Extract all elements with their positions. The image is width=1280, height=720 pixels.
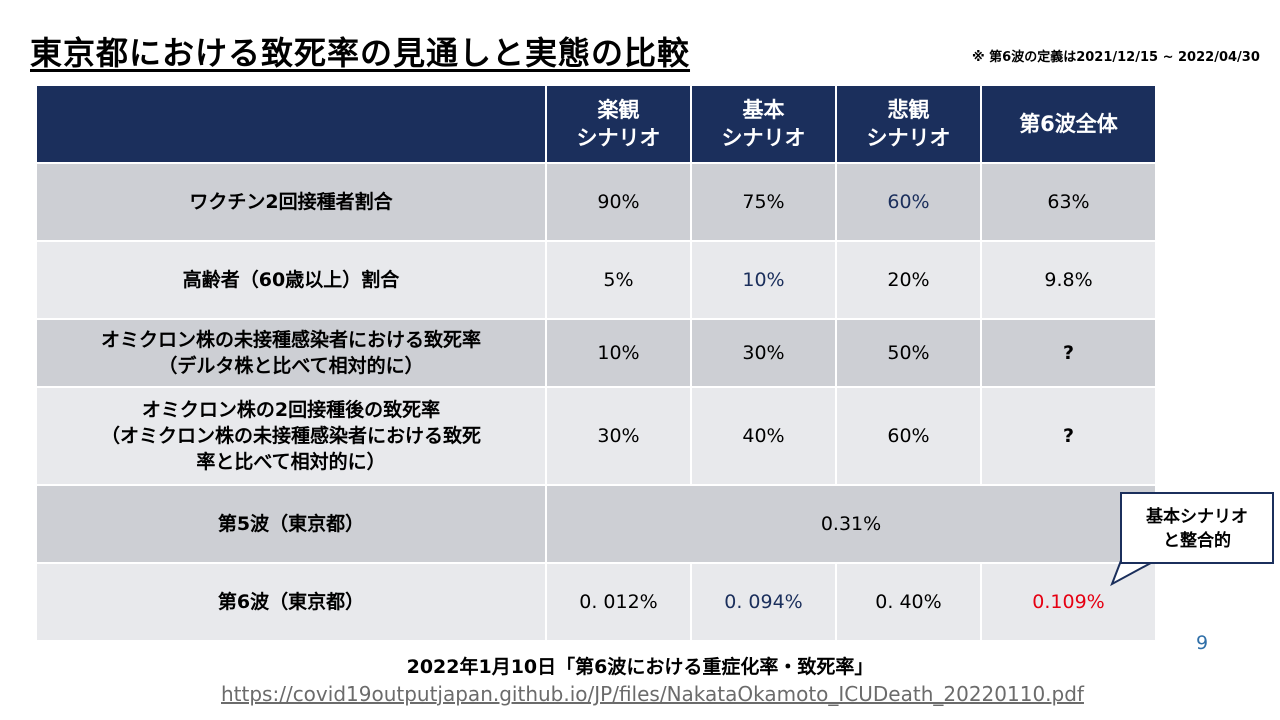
table-row: ワクチン2回接種者割合 90% 75% 60% 63% — [37, 163, 1155, 242]
cell-base: 40% — [691, 387, 837, 486]
page-number: 9 — [1196, 632, 1209, 654]
row-label: 第5波（東京都） — [37, 485, 547, 564]
cell-optimistic: 10% — [546, 319, 692, 388]
table-row: オミクロン株の2回接種後の致死率 （オミクロン株の未接種感染者における致死 率と比べ… — [37, 387, 1155, 486]
header-base-line2: シナリオ — [721, 126, 806, 150]
table-row: 高齢者（60歳以上）割合 5% 10% 20% 9.8% — [37, 241, 1155, 320]
callout-line1: 基本シナリオ — [1146, 507, 1248, 527]
cell-optimistic: 5% — [546, 241, 692, 320]
cell-wave6-total: ? — [981, 387, 1155, 486]
cell-pessimistic: 60% — [836, 163, 982, 242]
cell-optimistic: 0. 012% — [546, 563, 692, 642]
header-pessimistic: 悲観 シナリオ — [836, 86, 982, 164]
header-cell-empty — [37, 86, 547, 164]
row-label-line2: （オミクロン株の未接種感染者における致死 — [100, 425, 481, 447]
cell-merged-value: 0.31% — [546, 485, 1155, 564]
cell-wave6-total: 9.8% — [981, 241, 1155, 320]
header-pessimistic-line2: シナリオ — [866, 126, 951, 150]
source-link[interactable]: https://covid19outputjapan.github.io/JP/… — [221, 682, 1084, 706]
definition-note: ※ 第6波の定義は2021/12/15 ~ 2022/04/30 — [972, 50, 1260, 65]
row-label-line2: （デルタ株と比べて相対的に） — [158, 355, 424, 377]
cell-base: 10% — [691, 241, 837, 320]
row-label-line3: 率と比べて相対的に） — [196, 451, 386, 473]
cell-pessimistic: 20% — [836, 241, 982, 320]
header-base-line1: 基本 — [742, 98, 785, 122]
header-optimistic-line1: 楽観 — [597, 98, 640, 122]
comparison-table: 楽観シナリオ 基本シナリオ 悲観シナリオ 第6波全体 ワクチン2回接種者割合 9… — [37, 86, 1155, 642]
cell-optimistic: 90% — [546, 163, 692, 242]
cell-wave6-total: 63% — [981, 163, 1155, 242]
header-optimistic: 楽観 シナリオ — [546, 86, 692, 164]
table-row: オミクロン株の未接種感染者における致死率 （デルタ株と比べて相対的に） 10% 3… — [37, 319, 1155, 388]
cell-base: 75% — [691, 163, 837, 242]
callout-line2: と整合的 — [1163, 531, 1231, 551]
row-label: 第6波（東京都） — [37, 563, 547, 642]
row-label: オミクロン株の未接種感染者における致死率 （デルタ株と比べて相対的に） — [37, 319, 547, 388]
header-pessimistic-line1: 悲観 — [887, 98, 930, 122]
header-optimistic-line2: シナリオ — [576, 126, 661, 150]
table-header-row: 楽観シナリオ 基本シナリオ 悲観シナリオ 第6波全体 — [37, 86, 1155, 164]
row-label: ワクチン2回接種者割合 — [37, 163, 547, 242]
cell-wave6-total: ? — [981, 319, 1155, 388]
page-title: 東京都における致死率の見通しと実態の比較 — [30, 34, 691, 72]
row-label: オミクロン株の2回接種後の致死率 （オミクロン株の未接種感染者における致死 率と比べ… — [37, 387, 547, 486]
callout-box: 基本シナリオ と整合的 — [1120, 492, 1274, 564]
cell-base: 0. 094% — [691, 563, 837, 642]
cell-base: 30% — [691, 319, 837, 388]
cell-optimistic: 30% — [546, 387, 692, 486]
table-row: 第6波（東京都） 0. 012% 0. 094% 0. 40% 0.109% — [37, 563, 1155, 642]
source-caption: 2022年1月10日「第6波における重症化率・致死率」 — [406, 656, 874, 678]
row-label-line1: オミクロン株の2回接種後の致死率 — [141, 399, 441, 421]
header-base: 基本 シナリオ — [691, 86, 837, 164]
header-wave6-total: 第6波全体 — [981, 86, 1155, 164]
cell-pessimistic: 60% — [836, 387, 982, 486]
table-row: 第5波（東京都） 0.31% — [37, 485, 1155, 564]
row-label: 高齢者（60歳以上）割合 — [37, 241, 547, 320]
row-label-line1: オミクロン株の未接種感染者における致死率 — [100, 329, 481, 351]
cell-pessimistic: 50% — [836, 319, 982, 388]
cell-pessimistic: 0. 40% — [836, 563, 982, 642]
